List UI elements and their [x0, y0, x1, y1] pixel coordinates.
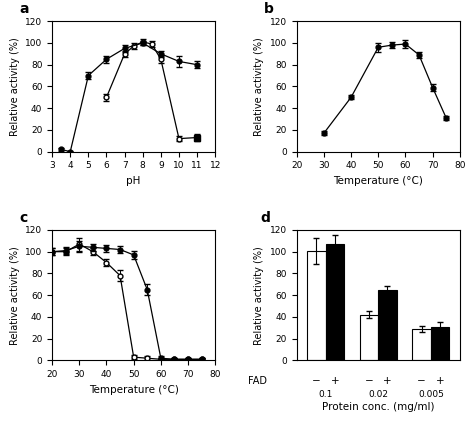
Text: −: − — [365, 376, 374, 386]
Text: −: − — [312, 376, 321, 386]
X-axis label: pH: pH — [127, 176, 141, 186]
Text: +: + — [436, 376, 444, 386]
Y-axis label: Relative activity (%): Relative activity (%) — [9, 37, 19, 136]
Text: d: d — [261, 211, 271, 225]
Y-axis label: Relative activity (%): Relative activity (%) — [254, 246, 264, 345]
Text: +: + — [330, 376, 339, 386]
Text: FAD: FAD — [248, 376, 267, 386]
Text: −: − — [417, 376, 426, 386]
Text: a: a — [19, 3, 29, 17]
Text: 0.005: 0.005 — [418, 390, 444, 399]
Bar — [307, 251, 326, 360]
X-axis label: Temperature (°C): Temperature (°C) — [89, 385, 179, 395]
X-axis label: Temperature (°C): Temperature (°C) — [333, 176, 423, 186]
Text: c: c — [19, 211, 28, 225]
Bar — [360, 315, 378, 360]
Bar — [326, 244, 344, 360]
Y-axis label: Relative activity (%): Relative activity (%) — [254, 37, 264, 136]
Text: +: + — [383, 376, 392, 386]
Text: Protein conc. (mg/ml): Protein conc. (mg/ml) — [322, 402, 435, 413]
Text: 0.1: 0.1 — [319, 390, 333, 399]
Text: b: b — [264, 3, 274, 17]
Bar — [412, 329, 431, 360]
Bar — [378, 290, 397, 360]
Bar — [431, 327, 449, 360]
Text: 0.02: 0.02 — [368, 390, 388, 399]
Y-axis label: Relative activity (%): Relative activity (%) — [9, 246, 19, 345]
